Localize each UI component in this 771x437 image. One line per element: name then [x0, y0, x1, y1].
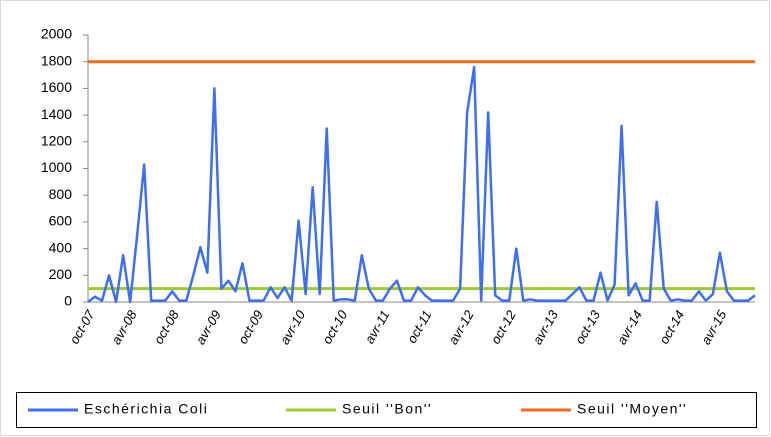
y-tick-label: 1400 — [41, 106, 72, 122]
legend-box — [16, 392, 757, 428]
y-tick-label: 200 — [49, 266, 73, 282]
y-tick-label: 600 — [49, 213, 73, 229]
legend-label: Seuil ''Bon'' — [342, 401, 432, 417]
y-tick-label: 1800 — [41, 52, 72, 68]
y-tick-label: 1600 — [41, 79, 72, 95]
y-tick-label: 2000 — [41, 26, 72, 42]
legend-label: Eschérichia Coli — [84, 401, 208, 417]
y-tick-label: 400 — [49, 239, 73, 255]
y-tick-label: 1000 — [41, 159, 72, 175]
y-tick-label: 0 — [64, 293, 72, 309]
y-tick-label: 800 — [49, 186, 73, 202]
series-line — [87, 65, 756, 304]
y-tick-label: 1200 — [41, 133, 72, 149]
legend-label: Seuil ''Moyen'' — [577, 401, 687, 417]
